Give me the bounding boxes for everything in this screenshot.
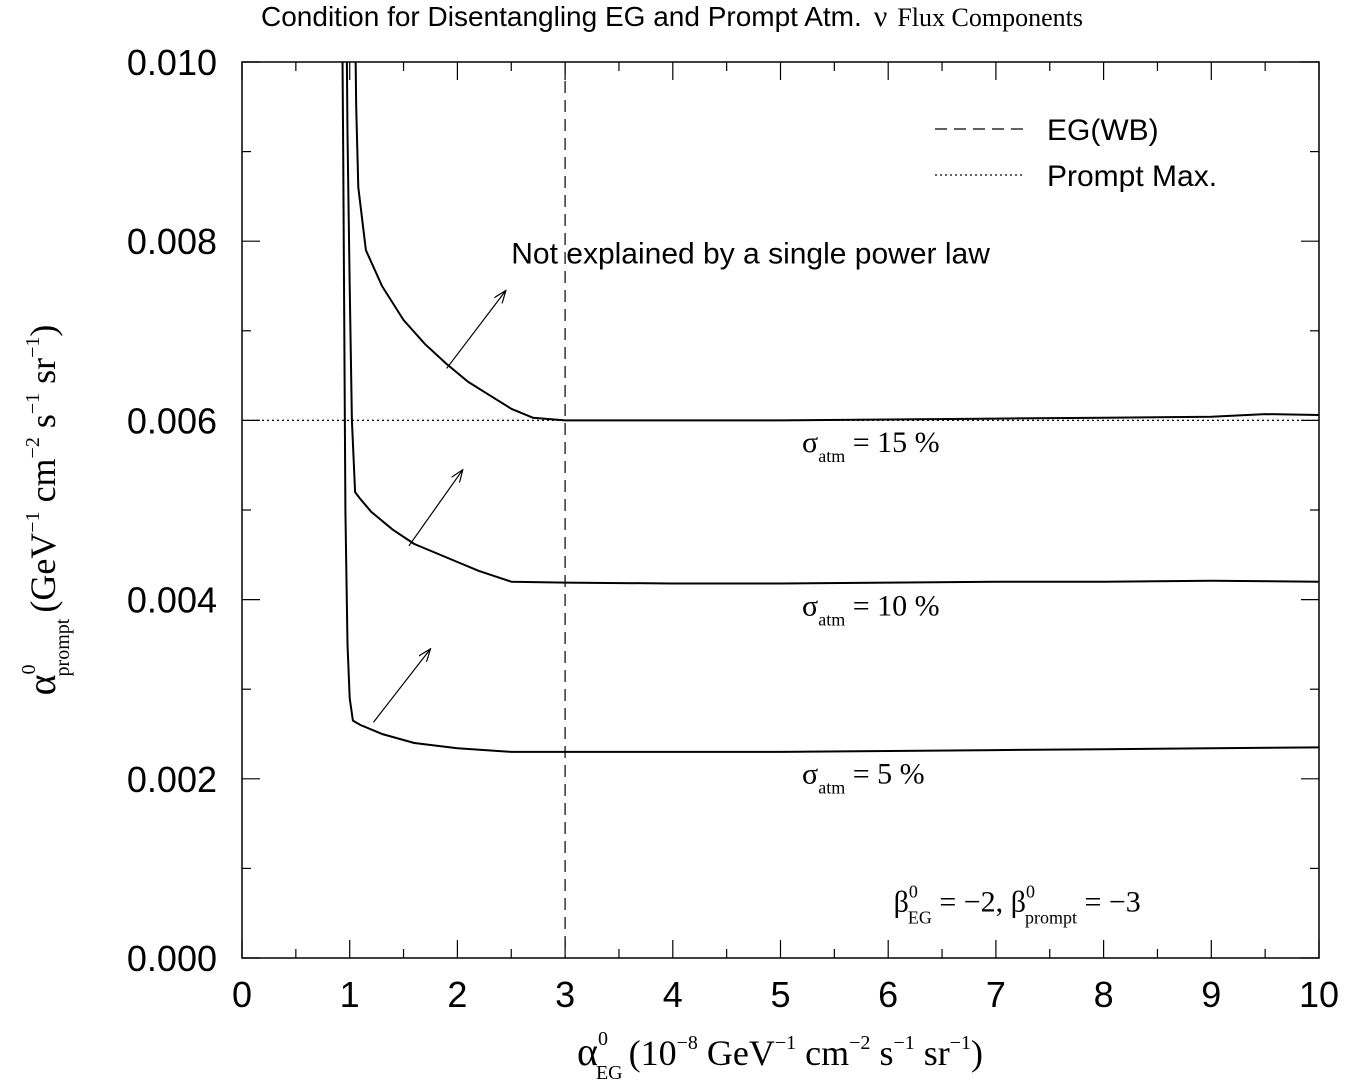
annotation-arrow <box>372 649 430 723</box>
x-tick-label: 8 <box>1094 974 1114 1015</box>
x-tick-label: 0 <box>232 974 252 1015</box>
y-tick-labels: 0.000 0.002 0.004 0.006 0.008 0.010 <box>127 42 217 979</box>
series-label-15: σatm = 15 % <box>802 426 940 466</box>
y-tick-label: 0.006 <box>127 400 217 441</box>
y-tick-label: 0.000 <box>127 938 217 979</box>
chart-title-main: Condition for Disentangling EG and Promp… <box>261 1 862 32</box>
legend-label-eg-wb: EG(WB) <box>1047 114 1159 147</box>
y-axis-label: α0 prompt(GeV−1 cm−2 s−1 sr−1) <box>18 325 74 696</box>
annotation-beta: β0 EG = −2, β0 prompt = −3 <box>894 881 1141 927</box>
x-tick-label: 9 <box>1201 974 1221 1015</box>
curves <box>341 62 1319 753</box>
curve-sigma-5 <box>341 62 1319 753</box>
x-axis-label: α0 EG (10−8 GeV−1 cm−2 s−1 sr−1) <box>577 1028 983 1084</box>
y-tick-label: 0.002 <box>127 759 217 800</box>
x-tick-label: 4 <box>663 974 683 1015</box>
series-label-10: σatm = 10 % <box>802 590 940 630</box>
chart-title-nu: ν <box>874 0 888 33</box>
curve-sigma-10 <box>345 62 1319 585</box>
annotation-arrows <box>372 290 506 723</box>
x-tick-label: 7 <box>986 974 1006 1015</box>
curve-sigma-15 <box>354 62 1319 422</box>
series-labels: σatm = 15 % σatm = 10 % σatm = 5 % <box>802 426 940 798</box>
x-tick-label: 1 <box>340 974 360 1015</box>
y-tick-label: 0.008 <box>127 221 217 262</box>
annotation-not-explained: Not explained by a single power law <box>511 238 990 271</box>
y-tick-label: 0.004 <box>127 580 217 621</box>
legend-label-prompt-max: Prompt Max. <box>1047 160 1217 193</box>
x-tick-label: 2 <box>447 974 467 1015</box>
annotation-arrow <box>446 290 506 369</box>
annotation-arrow <box>408 470 463 547</box>
x-tick-labels: 0 1 2 3 4 5 6 7 8 9 10 <box>232 974 1339 1015</box>
x-tick-label: 5 <box>770 974 790 1015</box>
legend: EG(WB) Prompt Max. <box>935 114 1217 193</box>
x-tick-label: 6 <box>878 974 898 1015</box>
chart-title-tail: Flux Components <box>897 3 1083 32</box>
x-tick-label: 10 <box>1299 974 1339 1015</box>
chart-title: Condition for Disentangling EG and Promp… <box>261 0 1083 33</box>
y-tick-label: 0.010 <box>127 42 217 83</box>
series-label-5: σatm = 5 % <box>802 757 925 797</box>
x-tick-label: 3 <box>555 974 575 1015</box>
plot-frame <box>241 61 1320 959</box>
axis-ticks <box>241 61 1320 959</box>
